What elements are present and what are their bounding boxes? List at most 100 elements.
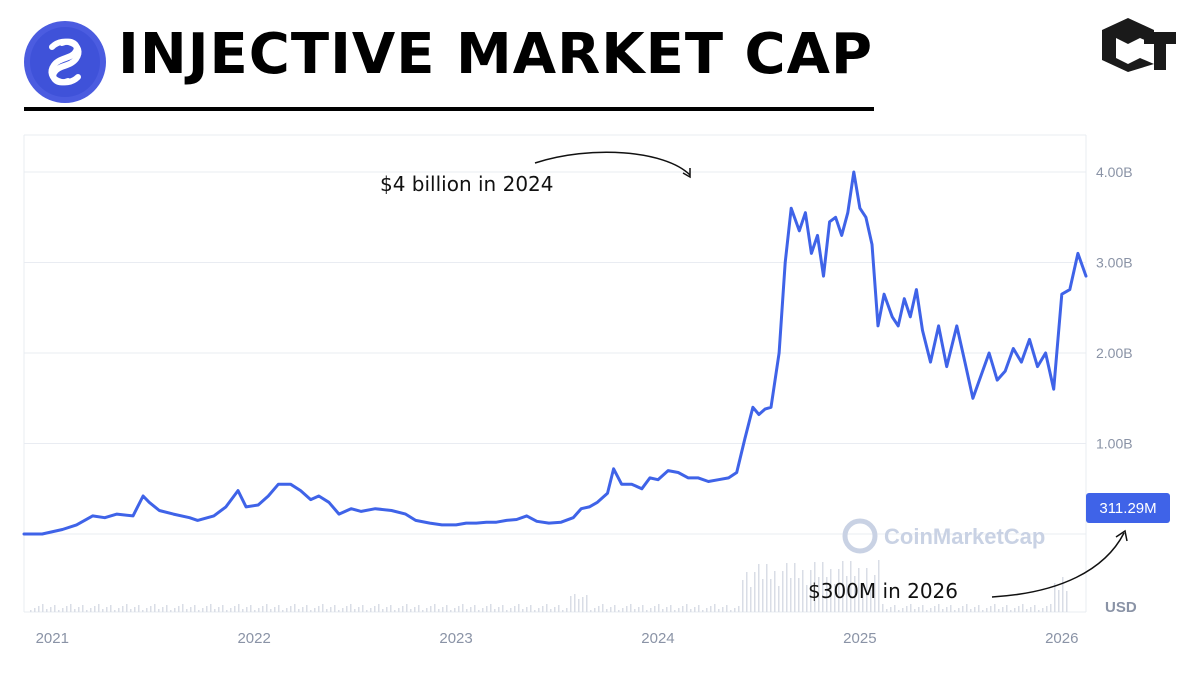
volume-bar bbox=[278, 605, 280, 612]
volume-bar bbox=[334, 605, 336, 612]
x-tick-label: 2026 bbox=[1045, 630, 1078, 647]
volume-bar bbox=[182, 604, 184, 612]
volume-bar bbox=[102, 609, 104, 612]
volume-bar bbox=[470, 607, 472, 612]
volume-bar bbox=[610, 607, 612, 612]
volume-bar bbox=[970, 609, 972, 612]
volume-bar bbox=[174, 608, 176, 612]
volume-bar bbox=[790, 578, 792, 612]
volume-bar bbox=[630, 604, 632, 612]
volume-bar bbox=[618, 610, 620, 612]
volume-bar bbox=[750, 587, 752, 612]
volume-bar bbox=[406, 604, 408, 612]
volume-bar bbox=[958, 608, 960, 612]
volume-bar bbox=[190, 607, 192, 612]
title-underline bbox=[24, 107, 874, 111]
volume-bar bbox=[846, 576, 848, 612]
volume-bar bbox=[542, 606, 544, 612]
volume-bar bbox=[622, 608, 624, 612]
volume-bar bbox=[230, 608, 232, 612]
volume-bar bbox=[674, 610, 676, 612]
volume-bar bbox=[338, 610, 340, 612]
volume-bar bbox=[646, 610, 648, 612]
volume-bar bbox=[270, 609, 272, 612]
volume-bar bbox=[82, 605, 84, 612]
x-tick-label: 2024 bbox=[641, 630, 674, 647]
volume-bar bbox=[422, 610, 424, 612]
volume-bar bbox=[166, 605, 168, 612]
volume-bar bbox=[94, 606, 96, 612]
volume-bar bbox=[486, 606, 488, 612]
y-axis-ticks: 1.00B 2.00B 3.00B 4.00B bbox=[1096, 164, 1133, 452]
volume-bar bbox=[98, 604, 100, 612]
volume-bar bbox=[942, 609, 944, 612]
volume-bar bbox=[1066, 591, 1068, 612]
volume-bar bbox=[838, 569, 840, 612]
volume-bar bbox=[706, 608, 708, 612]
volume-bar bbox=[714, 604, 716, 612]
volume-bar bbox=[58, 610, 60, 612]
volume-bar bbox=[306, 605, 308, 612]
volume-bar bbox=[658, 604, 660, 612]
volume-bar bbox=[250, 605, 252, 612]
volume-bar bbox=[130, 609, 132, 612]
volume-bar bbox=[262, 606, 264, 612]
volume-bar bbox=[258, 608, 260, 612]
volume-bar bbox=[590, 610, 592, 612]
volume-bar bbox=[450, 610, 452, 612]
volume-bar bbox=[234, 606, 236, 612]
volume-bar bbox=[342, 608, 344, 612]
volume-bar bbox=[1038, 610, 1040, 612]
volume-bar bbox=[326, 609, 328, 612]
volume-bar bbox=[366, 610, 368, 612]
volume-bar bbox=[818, 577, 820, 612]
volume-bar bbox=[466, 609, 468, 612]
volume-bar bbox=[730, 610, 732, 612]
volume-bar bbox=[694, 607, 696, 612]
annotation-current: $300M in 2026 bbox=[808, 529, 1128, 603]
volume-bar bbox=[106, 607, 108, 612]
volume-bar bbox=[110, 605, 112, 612]
volume-bar bbox=[934, 606, 936, 612]
volume-bar bbox=[354, 609, 356, 612]
series-line bbox=[22, 170, 1088, 536]
volume-bar bbox=[246, 607, 248, 612]
annotation-peak: $4 billion in 2024 bbox=[380, 151, 691, 196]
volume-bar bbox=[950, 605, 952, 612]
volume-bar bbox=[1006, 605, 1008, 612]
volume-bar bbox=[418, 605, 420, 612]
volume-bar bbox=[214, 609, 216, 612]
volume-bar bbox=[238, 604, 240, 612]
volume-bar bbox=[426, 608, 428, 612]
volume-bar bbox=[70, 604, 72, 612]
volume-bar bbox=[1002, 607, 1004, 612]
volume-bar bbox=[414, 607, 416, 612]
volume-bar bbox=[1050, 604, 1052, 612]
volume-bar bbox=[862, 583, 864, 612]
volume-bar bbox=[1018, 606, 1020, 612]
volume-bar bbox=[638, 607, 640, 612]
volume-bar bbox=[274, 607, 276, 612]
volume-bar bbox=[410, 609, 412, 612]
volume-bar bbox=[538, 608, 540, 612]
volume-bar bbox=[570, 596, 572, 612]
volume-bar bbox=[1034, 605, 1036, 612]
volume-bar bbox=[522, 609, 524, 612]
volume-bar bbox=[158, 609, 160, 612]
volume-bar bbox=[518, 604, 520, 612]
volume-bar bbox=[962, 606, 964, 612]
volume-bar bbox=[734, 608, 736, 612]
volume-bar bbox=[546, 604, 548, 612]
volume-bar bbox=[850, 561, 852, 612]
volume-bar bbox=[874, 575, 876, 612]
volume-bar bbox=[878, 560, 880, 612]
volume-bar bbox=[554, 607, 556, 612]
volume-bar bbox=[198, 610, 200, 612]
volume-bar bbox=[138, 605, 140, 612]
volume-bar bbox=[802, 570, 804, 612]
y-tick-label: 4.00B bbox=[1096, 164, 1133, 180]
volume-bar bbox=[834, 584, 836, 612]
volume-bar bbox=[370, 608, 372, 612]
volume-bar bbox=[362, 605, 364, 612]
volume-bar bbox=[582, 597, 584, 612]
